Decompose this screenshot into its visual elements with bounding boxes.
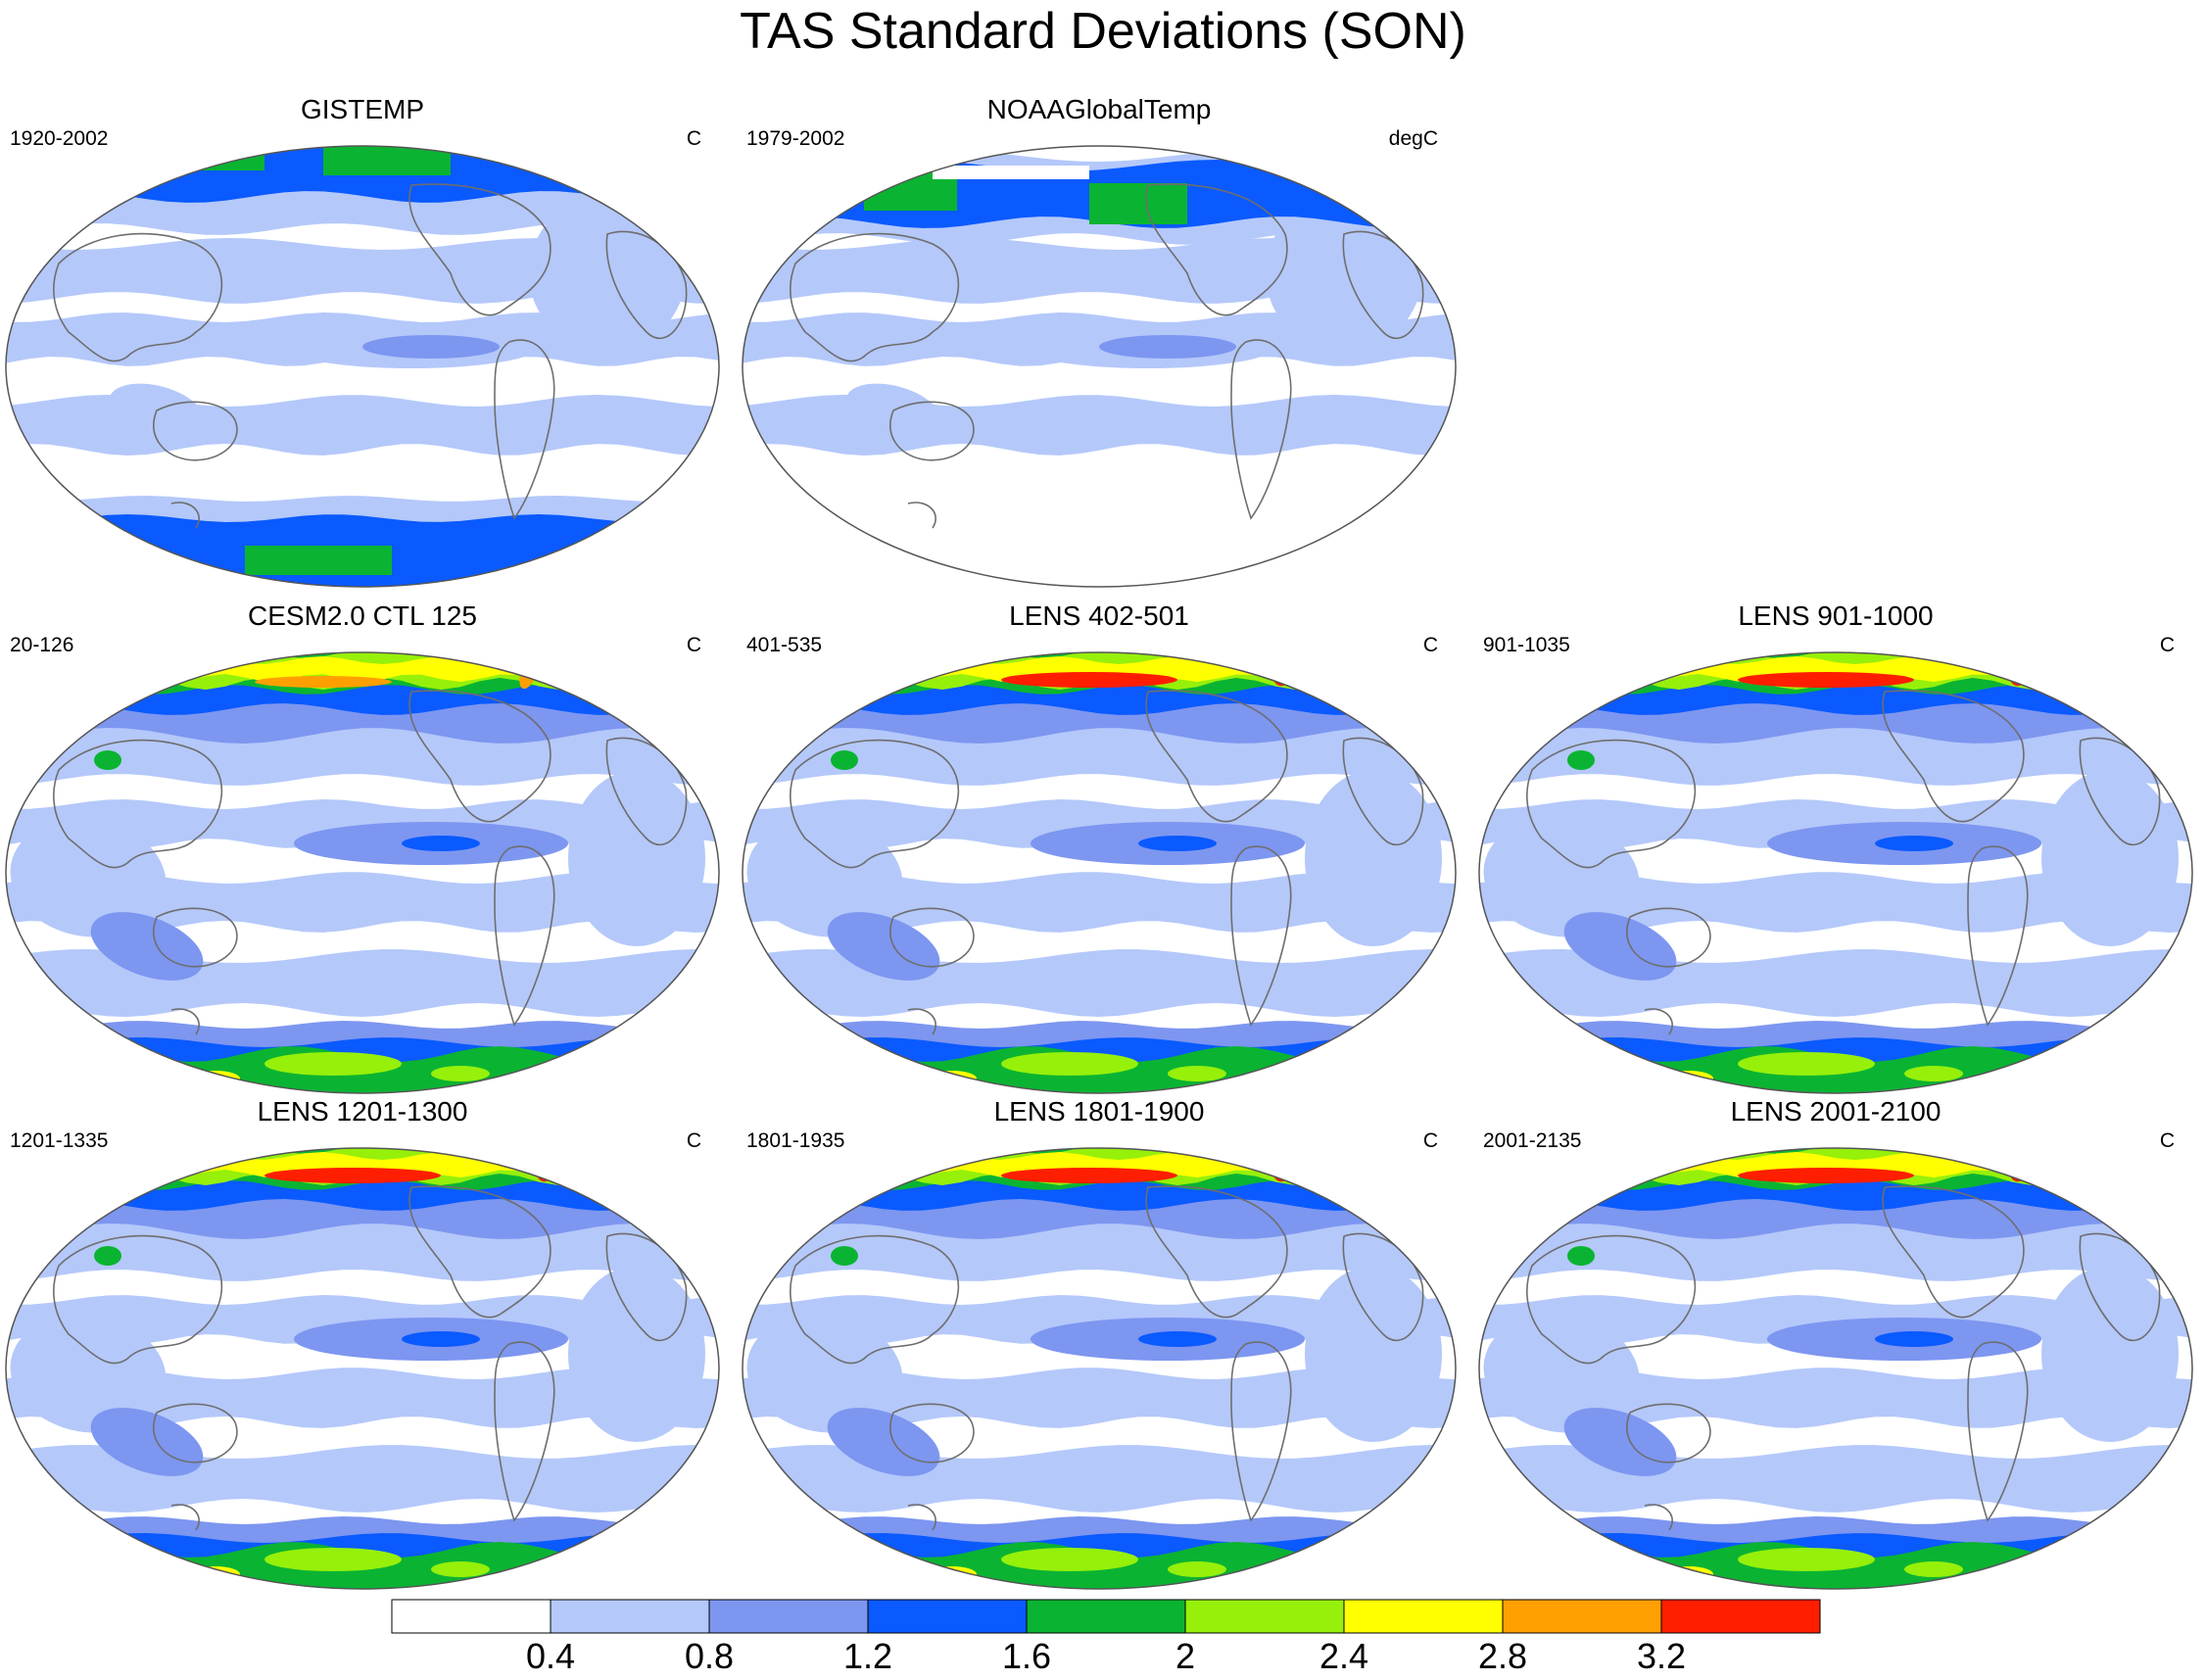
period-label: 401-535 <box>746 634 823 656</box>
colorbar-tick-label: 1.2 <box>842 1636 893 1676</box>
panel-title: CESM2.0 CTL 125 <box>248 600 477 631</box>
colorbar-tick-label: 2.8 <box>1477 1636 1528 1676</box>
panel-lens-901: LENS 901-1000 901-1035 C <box>1473 600 2198 1094</box>
panel-title: LENS 1201-1300 <box>257 1096 468 1127</box>
period-label: 901-1035 <box>1483 634 1570 656</box>
period-label: 1920-2002 <box>10 127 109 150</box>
map-field <box>743 146 1456 587</box>
map-cesm-ctl <box>5 651 720 1094</box>
panel-title: LENS 402-501 <box>1009 600 1189 631</box>
colorbar-swatch <box>1026 1599 1186 1634</box>
map-frame <box>5 651 720 1094</box>
colorbar-swatch <box>708 1599 869 1634</box>
units-label: C <box>1422 1129 1438 1152</box>
map-frame <box>742 651 1457 1094</box>
units-label: C <box>686 634 701 656</box>
panel-noaa: NOAAGlobalTemp 1979-2002 degC <box>737 93 1462 588</box>
units-label: C <box>2159 634 2175 656</box>
colorbar-tick-label: 0.8 <box>684 1636 735 1676</box>
units-label: C <box>2159 1129 2175 1152</box>
map-frame <box>5 145 720 588</box>
period-label: 2001-2135 <box>1483 1129 1582 1152</box>
map-gistemp <box>5 145 720 588</box>
colorbar-tick-label: 3.2 <box>1636 1636 1687 1676</box>
panel-title: LENS 901-1000 <box>1738 600 1934 631</box>
colorbar-tick-label: 0.4 <box>525 1636 576 1676</box>
colorbar-tick-label: 2 <box>1175 1636 1196 1676</box>
colorbar-swatch <box>1502 1599 1662 1634</box>
units-label: degC <box>1388 127 1438 150</box>
panel-lens-1201: LENS 1201-1300 1201-1335 C <box>0 1095 725 1590</box>
panel-lens-2001: LENS 2001-2100 2001-2135 C <box>1473 1095 2198 1590</box>
panel-title: NOAAGlobalTemp <box>986 94 1212 124</box>
colorbar: 0.4 0.8 1.2 1.6 2 2.4 2.8 3.2 <box>0 1597 2206 1680</box>
map-frame <box>1478 651 2193 1094</box>
colorbar-swatch <box>1660 1599 1821 1634</box>
panel-gistemp: GISTEMP 1920-2002 C <box>0 93 725 588</box>
map-field <box>1479 1148 2192 1589</box>
map-lens-1801 <box>742 1147 1457 1590</box>
units-label: C <box>686 1129 701 1152</box>
colorbar-swatches <box>391 1599 1821 1634</box>
map-frame <box>1478 1147 2193 1590</box>
period-label: 1979-2002 <box>746 127 845 150</box>
map-frame <box>5 1147 720 1590</box>
period-label: 1201-1335 <box>10 1129 109 1152</box>
colorbar-swatch <box>550 1599 710 1634</box>
map-field <box>6 1148 719 1589</box>
period-label: 20-126 <box>10 634 74 656</box>
map-field <box>6 652 719 1093</box>
map-field <box>6 146 719 587</box>
panel-title: GISTEMP <box>300 94 424 124</box>
map-field <box>743 652 1456 1093</box>
colorbar-swatch <box>1184 1599 1345 1634</box>
map-noaa <box>742 145 1457 588</box>
map-field <box>743 1148 1456 1589</box>
units-label: C <box>1422 634 1438 656</box>
panel-title: LENS 2001-2100 <box>1730 1096 1942 1127</box>
panel-cesm-ctl: CESM2.0 CTL 125 20-126 C <box>0 600 725 1094</box>
map-frame <box>742 1147 1457 1590</box>
panel-title: LENS 1801-1900 <box>993 1096 1205 1127</box>
map-frame <box>742 145 1457 588</box>
map-lens-901 <box>1478 651 2193 1094</box>
colorbar-swatch <box>1343 1599 1504 1634</box>
map-lens-2001 <box>1478 1147 2193 1590</box>
panel-lens-402: LENS 402-501 401-535 C <box>737 600 1462 1094</box>
panel-lens-1801: LENS 1801-1900 1801-1935 C <box>737 1095 1462 1590</box>
map-field <box>1479 652 2192 1093</box>
figure-title: TAS Standard Deviations (SON) <box>740 3 1466 60</box>
period-label: 1801-1935 <box>746 1129 845 1152</box>
map-lens-1201 <box>5 1147 720 1590</box>
colorbar-tick-label: 1.6 <box>1001 1636 1052 1676</box>
units-label: C <box>686 127 701 150</box>
colorbar-swatch <box>867 1599 1028 1634</box>
map-lens-402 <box>742 651 1457 1094</box>
colorbar-swatch <box>391 1599 552 1634</box>
colorbar-tick-label: 2.4 <box>1319 1636 1369 1676</box>
